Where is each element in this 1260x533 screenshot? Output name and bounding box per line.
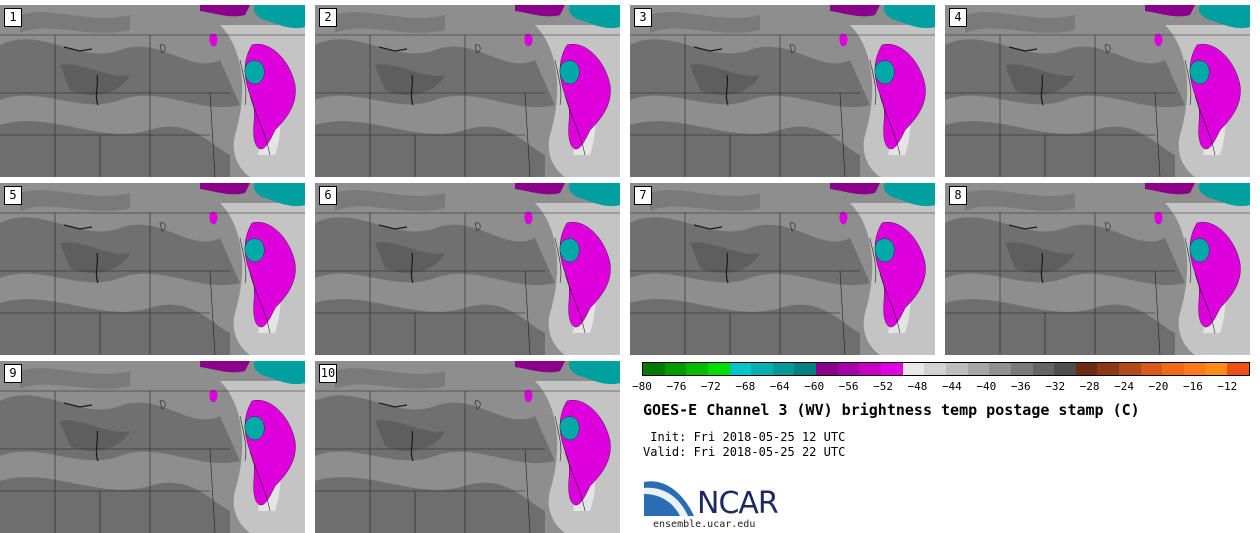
colorbar-segment: [1184, 363, 1206, 375]
water-vapor-map: [0, 183, 305, 355]
ensemble-member-panel-5: 5: [0, 183, 305, 355]
colorbar-tick-label: −12: [1217, 380, 1238, 393]
colorbar-segment: [989, 363, 1011, 375]
colorbar-tick-label: −60: [804, 380, 825, 393]
colorbar-segment: [1054, 363, 1076, 375]
colorbar-tick-label: −44: [941, 380, 962, 393]
water-vapor-map: [315, 183, 620, 355]
logo-url: ensemble.ucar.edu: [653, 519, 756, 530]
colorbar-segment: [772, 363, 795, 375]
colorbar-segment: [902, 363, 925, 375]
ensemble-member-panel-7: 7: [630, 183, 935, 355]
colorbar-tick-label: −36: [1010, 380, 1031, 393]
colorbar-segment: [924, 363, 946, 375]
colorbar-tick-label: −20: [1148, 380, 1169, 393]
colorbar-segment: [1162, 363, 1185, 375]
colorbar: [642, 362, 1250, 376]
colorbar-tick-label: −72: [700, 380, 721, 393]
colorbar-segment: [729, 363, 752, 375]
colorbar-tick-label: −16: [1182, 380, 1203, 393]
colorbar-segment: [1140, 363, 1163, 375]
colorbar-segment: [1032, 363, 1055, 375]
water-vapor-map: [0, 5, 305, 177]
colorbar-tick-label: −76: [666, 380, 687, 393]
panel-number-label: 1: [4, 8, 22, 27]
init-time: Init: Fri 2018-05-25 12 UTC: [643, 430, 846, 444]
water-vapor-map: [0, 361, 305, 533]
panel-number-label: 10: [319, 364, 337, 383]
ensemble-member-panel-4: 4: [945, 5, 1250, 177]
ncar-logo-icon: [644, 481, 694, 516]
colorbar-tick-label: −68: [735, 380, 756, 393]
colorbar-segment: [945, 363, 968, 375]
ensemble-member-panel-3: 3: [630, 5, 935, 177]
colorbar-segment: [1010, 363, 1033, 375]
colorbar-segment: [1227, 363, 1249, 375]
ensemble-member-panel-10: 10: [315, 361, 620, 533]
ensemble-member-panel-8: 8: [945, 183, 1250, 355]
water-vapor-map: [630, 183, 935, 355]
colorbar-segment: [967, 363, 990, 375]
colorbar-tick-label: −32: [1045, 380, 1066, 393]
colorbar-tick-label: −80: [632, 380, 652, 393]
colorbar-segment: [837, 363, 860, 375]
colorbar-segment: [643, 363, 665, 375]
water-vapor-map: [315, 5, 620, 177]
colorbar-tick-label: −52: [873, 380, 893, 393]
panel-number-label: 4: [949, 8, 967, 27]
water-vapor-map: [315, 361, 620, 533]
water-vapor-map: [630, 5, 935, 177]
colorbar-segment: [1097, 363, 1120, 375]
colorbar-segment: [707, 363, 730, 375]
panel-number-label: 2: [319, 8, 337, 27]
colorbar-segment: [859, 363, 882, 375]
ensemble-member-panel-9: 9: [0, 361, 305, 533]
logo-wordmark: NCAR: [697, 486, 779, 521]
colorbar-segment: [686, 363, 708, 375]
figure-title: GOES-E Channel 3 (WV) brightness temp po…: [643, 401, 1140, 419]
valid-time: Valid: Fri 2018-05-25 22 UTC: [643, 445, 846, 459]
colorbar-ticks: −80 −76 −72 −68 −64 −60 −56 −52 −48 −44 −40 −36 −32−…: [632, 380, 1250, 394]
panel-number-label: 5: [4, 186, 22, 205]
panel-number-label: 6: [319, 186, 337, 205]
colorbar-tick-label: −64: [769, 380, 790, 393]
colorbar-segment: [664, 363, 687, 375]
panel-number-label: 9: [4, 364, 22, 383]
colorbar-tick-label: −40: [976, 380, 997, 393]
ensemble-member-panel-2: 2: [315, 5, 620, 177]
ensemble-member-panel-6: 6: [315, 183, 620, 355]
colorbar-segment: [794, 363, 817, 375]
water-vapor-map: [945, 183, 1250, 355]
colorbar-segment: [1075, 363, 1098, 375]
colorbar-tick-label: −56: [838, 380, 859, 393]
water-vapor-map: [945, 5, 1250, 177]
panel-number-label: 7: [634, 186, 652, 205]
colorbar-segment: [751, 363, 773, 375]
colorbar-segment: [1119, 363, 1141, 375]
ensemble-member-panel-1: 1: [0, 5, 305, 177]
colorbar-segment: [1205, 363, 1228, 375]
panel-number-label: 8: [949, 186, 967, 205]
colorbar-tick-label: −48: [907, 380, 928, 393]
panel-number-label: 3: [634, 8, 652, 27]
colorbar-tick-label: −28: [1079, 380, 1100, 393]
colorbar-segment: [816, 363, 838, 375]
colorbar-segment: [881, 363, 903, 375]
colorbar-tick-label: −24: [1114, 380, 1134, 393]
